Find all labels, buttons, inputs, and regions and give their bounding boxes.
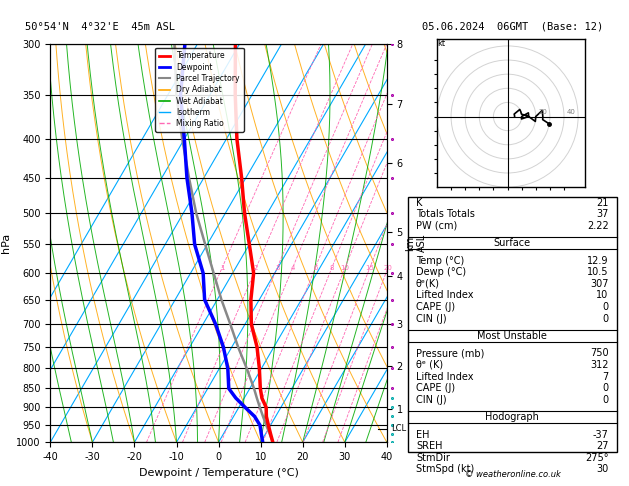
Y-axis label: km
ASL: km ASL bbox=[406, 234, 427, 252]
Text: 307: 307 bbox=[590, 279, 609, 289]
Text: 8: 8 bbox=[330, 264, 334, 271]
Text: Lifted Index: Lifted Index bbox=[416, 372, 474, 382]
Text: Hodograph: Hodograph bbox=[486, 412, 539, 422]
Text: 10: 10 bbox=[341, 264, 350, 271]
X-axis label: Dewpoint / Temperature (°C): Dewpoint / Temperature (°C) bbox=[138, 468, 299, 478]
Text: 4: 4 bbox=[291, 264, 295, 271]
Text: © weatheronline.co.uk: © weatheronline.co.uk bbox=[465, 470, 560, 479]
Text: 2.22: 2.22 bbox=[587, 221, 609, 231]
Text: 2: 2 bbox=[254, 264, 259, 271]
Legend: Temperature, Dewpoint, Parcel Trajectory, Dry Adiabat, Wet Adiabat, Isotherm, Mi: Temperature, Dewpoint, Parcel Trajectory… bbox=[155, 48, 244, 132]
Text: 12.9: 12.9 bbox=[587, 256, 609, 266]
Text: Temp (°C): Temp (°C) bbox=[416, 256, 464, 266]
Text: 7: 7 bbox=[603, 372, 609, 382]
Text: 20: 20 bbox=[384, 264, 392, 271]
Text: 21: 21 bbox=[596, 198, 609, 208]
Text: EH: EH bbox=[416, 430, 430, 439]
Text: PW (cm): PW (cm) bbox=[416, 221, 457, 231]
Text: 1: 1 bbox=[220, 264, 225, 271]
Text: 6: 6 bbox=[313, 264, 318, 271]
Text: CAPE (J): CAPE (J) bbox=[416, 383, 455, 393]
Text: 37: 37 bbox=[596, 209, 609, 219]
Text: Pressure (mb): Pressure (mb) bbox=[416, 348, 484, 358]
Text: Most Unstable: Most Unstable bbox=[477, 331, 547, 341]
Text: StmSpd (kt): StmSpd (kt) bbox=[416, 465, 474, 474]
Text: 30: 30 bbox=[596, 465, 609, 474]
Text: 275°: 275° bbox=[585, 453, 609, 463]
Text: CIN (J): CIN (J) bbox=[416, 313, 447, 324]
Text: 0: 0 bbox=[603, 313, 609, 324]
Text: K: K bbox=[416, 198, 422, 208]
Text: 15: 15 bbox=[365, 264, 374, 271]
Text: SREH: SREH bbox=[416, 441, 442, 451]
Text: kt: kt bbox=[437, 39, 445, 48]
Text: 20: 20 bbox=[538, 109, 547, 115]
Text: LCL: LCL bbox=[391, 424, 407, 433]
Text: 27: 27 bbox=[596, 441, 609, 451]
Text: -37: -37 bbox=[593, 430, 609, 439]
Text: 05.06.2024  06GMT  (Base: 12): 05.06.2024 06GMT (Base: 12) bbox=[422, 22, 603, 32]
Y-axis label: hPa: hPa bbox=[1, 233, 11, 253]
Text: 10.5: 10.5 bbox=[587, 267, 609, 277]
Text: 40: 40 bbox=[567, 109, 576, 115]
Text: 10: 10 bbox=[596, 291, 609, 300]
Text: CIN (J): CIN (J) bbox=[416, 395, 447, 405]
Text: 750: 750 bbox=[590, 348, 609, 358]
Text: 0: 0 bbox=[603, 383, 609, 393]
Text: 3: 3 bbox=[275, 264, 279, 271]
Text: Lifted Index: Lifted Index bbox=[416, 291, 474, 300]
Text: Dewp (°C): Dewp (°C) bbox=[416, 267, 466, 277]
Text: StmDir: StmDir bbox=[416, 453, 450, 463]
Text: Surface: Surface bbox=[494, 238, 531, 248]
Text: Totals Totals: Totals Totals bbox=[416, 209, 475, 219]
Text: 312: 312 bbox=[590, 360, 609, 370]
Text: 0: 0 bbox=[603, 395, 609, 405]
Text: 50°54'N  4°32'E  45m ASL: 50°54'N 4°32'E 45m ASL bbox=[25, 21, 175, 32]
Text: θᵉ (K): θᵉ (K) bbox=[416, 360, 443, 370]
Text: 0: 0 bbox=[603, 302, 609, 312]
Text: θᵉ(K): θᵉ(K) bbox=[416, 279, 440, 289]
Text: CAPE (J): CAPE (J) bbox=[416, 302, 455, 312]
